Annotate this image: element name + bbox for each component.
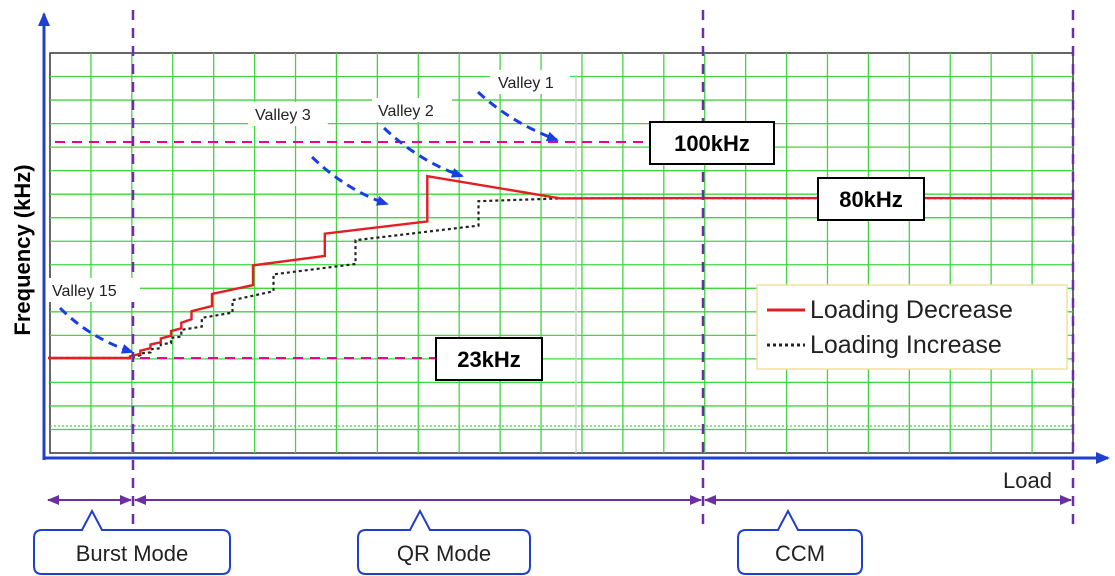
burst-mode-label: Burst Mode	[76, 541, 189, 566]
label-23khz: 23kHz	[457, 347, 521, 372]
region-callouts: Burst Mode QR Mode CCM	[33, 508, 863, 575]
y-axis-label: Frequency (kHz)	[10, 164, 35, 335]
ccm-callout	[737, 508, 863, 575]
series-loading-decrease	[48, 174, 1073, 360]
valley-1-label: Valley 1	[498, 75, 554, 92]
valley-15-arrow	[58, 306, 134, 354]
label-80khz-box	[817, 177, 925, 221]
valley-3-label: Valley 3	[255, 107, 311, 124]
ccm-label: CCM	[775, 541, 825, 566]
valley-2-arrow	[382, 126, 464, 178]
legend: Loading Decrease Loading Increase	[756, 284, 1068, 370]
plot-frame	[49, 52, 1074, 454]
valley-3-arrow	[310, 155, 389, 206]
label-100khz-box	[649, 121, 775, 165]
legend-label-decrease: Loading Decrease	[810, 296, 1013, 324]
label-80khz: 80kHz	[839, 187, 903, 212]
burst-mode-callout	[33, 508, 231, 575]
valley-15-label: Valley 15	[52, 283, 117, 300]
qr-mode-callout	[357, 508, 531, 575]
valley-annotations: Valley 1 Valley 2 Valley 3 Valley 15	[48, 70, 570, 354]
series-layer	[48, 174, 1073, 360]
valley-1-bg	[490, 70, 570, 94]
label-23khz-box	[435, 337, 543, 381]
valley-1-arrow	[476, 90, 559, 142]
valley-2-bg	[372, 98, 452, 122]
valley-2-label: Valley 2	[378, 103, 434, 120]
reference-lines	[55, 141, 650, 359]
valley-15-bg	[48, 278, 140, 302]
valley-3-bg	[248, 102, 328, 126]
mode-boundaries	[131, 10, 1075, 528]
qr-mode-label: QR Mode	[397, 541, 491, 566]
label-100khz: 100kHz	[674, 131, 750, 156]
x-axis-label: Load	[1003, 468, 1052, 493]
series-loading-increase	[48, 197, 1073, 360]
legend-box	[756, 284, 1068, 370]
legend-label-increase: Loading Increase	[810, 331, 1002, 359]
value-boxes: 100kHz 80kHz 23kHz	[435, 121, 925, 381]
